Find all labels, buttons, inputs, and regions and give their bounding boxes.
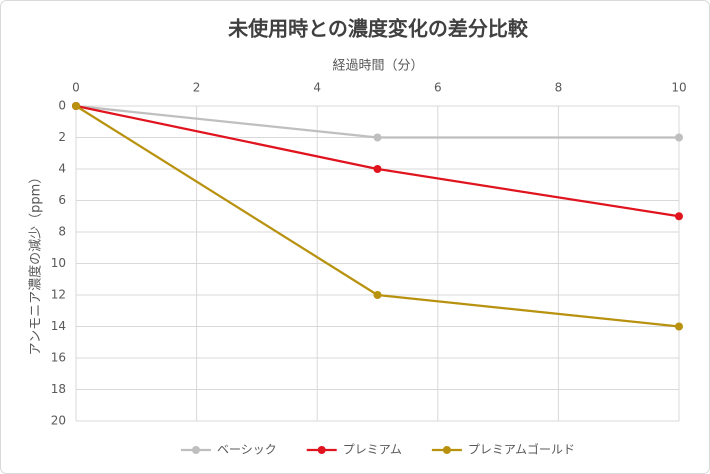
- y-axis-title: アンモニア濃度の減少（ppm）: [28, 171, 44, 356]
- data-point: [373, 133, 382, 142]
- y-tick-label: 4: [58, 162, 66, 176]
- legend-swatch-dot: [317, 446, 326, 454]
- y-tick-label: 18: [51, 382, 66, 396]
- chart-title: 未使用時との濃度変化の差分比較: [228, 17, 529, 41]
- x-tick-label: 10: [671, 81, 686, 95]
- x-tick-label: 4: [313, 81, 321, 95]
- data-point: [72, 102, 80, 110]
- x-tick-label: 2: [193, 81, 201, 95]
- x-tick-label: 6: [434, 81, 442, 95]
- data-point: [675, 322, 683, 331]
- y-tick-label: 16: [51, 351, 66, 365]
- x-tick-label: 0: [72, 81, 80, 95]
- data-point: [675, 212, 683, 221]
- legend-label: プレミアム: [343, 443, 402, 457]
- y-tick-label: 6: [58, 193, 66, 207]
- legend-label: ベーシック: [217, 443, 277, 457]
- x-axis-title: 経過時間（分）: [332, 59, 423, 74]
- x-tick-label: 8: [555, 81, 563, 95]
- data-point: [675, 133, 683, 142]
- y-tick-label: 20: [51, 414, 66, 428]
- legend-label: プレミアムゴールド: [468, 442, 575, 457]
- data-point: [373, 165, 382, 173]
- y-tick-label: 8: [58, 225, 66, 239]
- y-tick-label: 2: [58, 130, 66, 144]
- data-point: [373, 291, 382, 299]
- legend-swatch-dot: [442, 446, 451, 454]
- y-tick-label: 0: [58, 99, 66, 113]
- y-tick-label: 12: [51, 288, 66, 302]
- legend-swatch-dot: [191, 446, 200, 454]
- y-tick-label: 14: [51, 319, 66, 333]
- y-tick-label: 10: [51, 256, 66, 270]
